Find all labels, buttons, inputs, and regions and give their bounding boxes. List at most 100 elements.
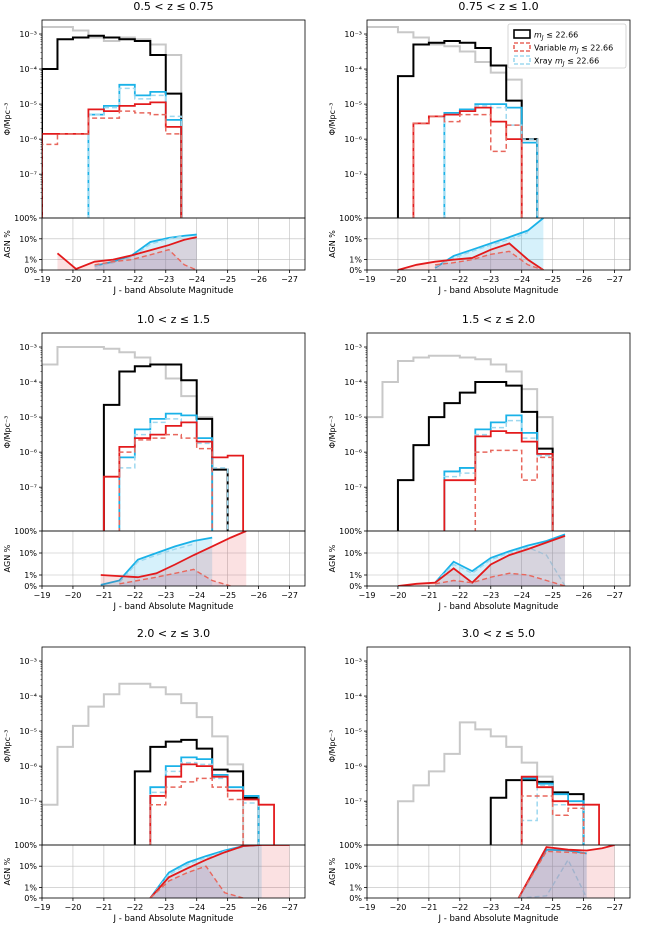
series-variable_dash <box>412 113 523 218</box>
y-tick-label: 10⁻⁷ <box>19 483 37 492</box>
legend-swatch <box>513 55 531 65</box>
y-tick-label: 10⁻⁶ <box>344 448 362 457</box>
y-axis-label: Φ/Mpc⁻³ <box>3 416 12 449</box>
y-axis-label: Φ/Mpc⁻³ <box>328 730 337 763</box>
agn-curve-variable <box>149 845 290 898</box>
y-tick-label: 10⁻³ <box>19 657 37 666</box>
y-tick-label: 10⁻⁶ <box>19 762 37 771</box>
x-tick-label: −25 <box>544 275 561 284</box>
series-variable_dash <box>149 777 244 845</box>
x-tick-label: −27 <box>606 591 623 600</box>
agn-curve-variable <box>397 242 544 270</box>
agn-y-tick-label: 0% <box>24 266 37 275</box>
y-tick-label: 10⁻⁷ <box>344 483 362 492</box>
agn-curve-variable <box>517 845 615 898</box>
y-tick-label: 10⁻⁴ <box>19 65 37 74</box>
agn-y-axis-label: AGN % <box>328 544 337 572</box>
top-plot-area <box>42 333 305 531</box>
x-tick-label: −26 <box>575 903 592 912</box>
x-tick-label: −24 <box>188 903 205 912</box>
agn-fill-variable <box>518 845 615 898</box>
y-tick-label: 10⁻⁶ <box>19 448 37 457</box>
legend-label: mJ ≤ 22.66 <box>534 31 578 42</box>
agn-curve-xray <box>434 533 566 584</box>
x-tick-label: −19 <box>359 275 376 284</box>
series-all <box>396 721 554 845</box>
agn-curve-variable_dash <box>149 865 244 898</box>
agn-y-tick-label: 0% <box>349 582 362 591</box>
x-tick-label: −24 <box>513 903 530 912</box>
series-all <box>42 26 183 218</box>
series-all <box>367 26 523 218</box>
x-tick-label: −21 <box>420 903 437 912</box>
agn-curve-variable_dash <box>518 850 587 898</box>
agn-curve-xray_dash <box>149 846 244 898</box>
agn-fill-variable <box>397 243 544 270</box>
x-tick-label: −27 <box>606 275 623 284</box>
series-all <box>42 346 214 531</box>
agn-y-tick-label: 10% <box>344 235 362 244</box>
y-tick-label: 10⁻⁴ <box>344 65 362 74</box>
bottom-frame <box>41 530 306 587</box>
agn-y-tick-label: 10% <box>19 549 37 558</box>
x-tick-label: −26 <box>575 591 592 600</box>
panel-4: 1.5 < z ≤ 2.0 10⁻³ 10⁻⁴ 10⁻⁵ 10⁻⁶ 10⁻⁷ Φ/Mpc⁻³… <box>328 313 631 612</box>
agn-curve-xray <box>434 218 544 269</box>
y-tick-label: 10⁻⁵ <box>344 100 362 109</box>
panel-3: 1.0 < z ≤ 1.5 10⁻³ 10⁻⁴ 10⁻⁵ 10⁻⁶ 10⁻⁷ Φ/Mpc⁻³… <box>3 313 306 612</box>
x-tick-label: −26 <box>250 591 267 600</box>
x-tick-label: −23 <box>482 275 499 284</box>
agn-curve-variable_dash <box>94 248 197 270</box>
agn-curve-variable_dash <box>434 572 566 586</box>
x-tick-label: −25 <box>544 903 561 912</box>
x-tick-label: −22 <box>126 275 143 284</box>
y-tick-label: 10⁻⁴ <box>344 378 362 387</box>
agn-y-tick-label: 0% <box>24 894 37 903</box>
agn-fill-variable_dash <box>150 866 244 898</box>
series-variable_dash <box>42 110 182 218</box>
legend-label: Xray mJ ≤ 22.66 <box>534 57 599 68</box>
y-axis-label: Φ/Mpc⁻³ <box>328 416 337 449</box>
agn-y-tick-label: 100% <box>14 527 37 536</box>
x-tick-label: −23 <box>157 903 174 912</box>
agn-fill-variable_dash <box>518 851 587 898</box>
panel-5: 2.0 < z ≤ 3.0 10⁻³ 10⁻⁴ 10⁻⁵ 10⁻⁶ 10⁻⁷ Φ/Mpc⁻³… <box>3 627 306 924</box>
agn-curve-variable_dash <box>119 568 231 586</box>
x-tick-label: −22 <box>451 591 468 600</box>
x-tick-label: −23 <box>482 903 499 912</box>
x-tick-label: −20 <box>64 903 81 912</box>
x-tick-label: −19 <box>359 591 376 600</box>
y-tick-label: 10⁻³ <box>19 343 37 352</box>
agn-curve-xray_dash <box>94 235 185 267</box>
legend: mJ ≤ 22.66 Variable mJ ≤ 22.66 Xray mJ ≤ 2… <box>507 23 627 69</box>
series-mj <box>396 381 554 531</box>
x-tick-label: −19 <box>34 903 51 912</box>
agn-fill-variable <box>57 237 197 270</box>
x-tick-label: −26 <box>250 903 267 912</box>
series-variable_dash <box>474 449 554 531</box>
x-tick-label: −26 <box>250 275 267 284</box>
series-all <box>42 682 245 845</box>
series-variable <box>149 763 275 845</box>
agn-y-axis-label: AGN % <box>328 857 337 885</box>
agn-fill-xray <box>150 845 262 898</box>
agn-y-tick-label: 1% <box>349 883 362 892</box>
x-tick-label: −20 <box>64 591 81 600</box>
panel-2: 0.75 < z ≤ 1.0 10⁻³ 10⁻⁴ 10⁻⁵ 10⁻⁶ 10⁻⁷ Φ/Mpc⁻… <box>328 0 631 296</box>
series-variable <box>443 430 554 531</box>
top-plot-area <box>42 647 305 845</box>
x-tick-label: −20 <box>64 275 81 284</box>
series-mj <box>396 40 539 218</box>
agn-y-tick-label: 10% <box>19 235 37 244</box>
agn-fill-variable_dash <box>435 251 544 270</box>
series-mj <box>102 363 229 531</box>
agn-y-tick-label: 10% <box>344 549 362 558</box>
y-tick-label: 10⁻⁷ <box>344 170 362 179</box>
y-tick-label: 10⁻⁵ <box>344 727 362 736</box>
series-mj <box>42 34 183 218</box>
x-tick-label: −20 <box>389 591 406 600</box>
y-tick-label: 10⁻⁵ <box>19 727 37 736</box>
agn-fill-variable <box>150 845 290 898</box>
agn-y-tick-label: 0% <box>349 266 362 275</box>
y-tick-label: 10⁻⁶ <box>19 135 37 144</box>
